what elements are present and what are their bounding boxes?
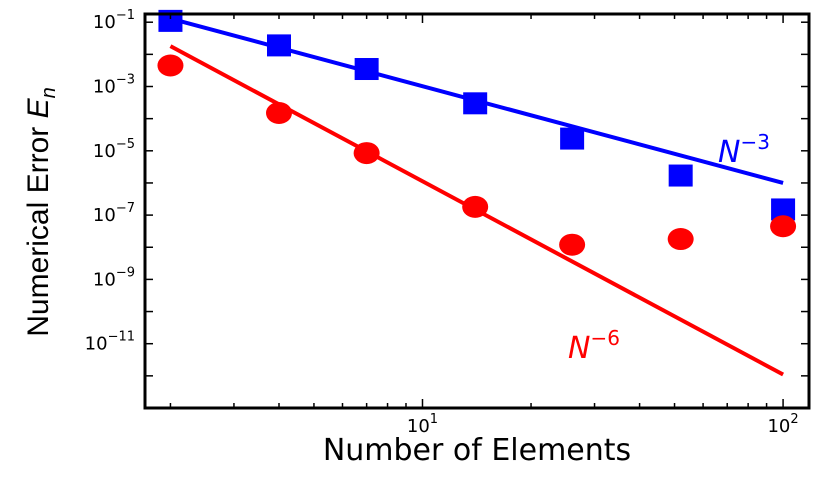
plot-frame (143, 12, 811, 410)
y-axis-label-text: Numerical Error (22, 118, 55, 336)
red-circle-point (770, 215, 797, 238)
y-tick-label-exp: −7 (116, 201, 135, 216)
x-axis-label: Number of Elements (323, 433, 631, 468)
blue-square-point (354, 58, 379, 81)
blue-square-point (463, 92, 488, 115)
blue-square-point (771, 198, 796, 221)
red-circle-point (667, 228, 694, 251)
blue-square-point (266, 34, 291, 57)
x-tick-label: 101 (407, 412, 438, 437)
y-tick-label: 10−11 (85, 330, 135, 355)
annotation-n-3: N−3 (718, 130, 770, 170)
red-circle-point (157, 54, 184, 77)
red-circle-point (265, 101, 292, 124)
y-tick-label-exp: −1 (116, 8, 135, 23)
y-tick-label-base: 10 (85, 334, 108, 355)
x-tick-label-base: 10 (407, 416, 430, 437)
annotation-n-6: N−6 (568, 326, 620, 366)
y-tick-label-base: 10 (93, 205, 116, 226)
annotation-n-3-exp: −3 (740, 130, 769, 154)
red-circle-point (462, 195, 489, 218)
y-tick-label-exp: −5 (116, 137, 135, 152)
y-tick-label: 10−1 (93, 8, 135, 33)
y-axis-label-subscript: n (38, 87, 60, 98)
annotation-n-3-base: N (718, 135, 740, 170)
y-tick-label: 10−9 (93, 265, 135, 290)
y-tick-label: 10−5 (93, 137, 135, 162)
annotation-n-6-exp: −6 (590, 326, 619, 350)
y-axis-label-symbol: E (22, 97, 55, 118)
y-tick-label-base: 10 (93, 77, 116, 98)
x-tick-label-exp: 1 (430, 412, 438, 427)
x-tick-label-base: 10 (767, 416, 790, 437)
y-axis-label: Numerical Error En (22, 87, 60, 337)
blue-square-point (668, 164, 693, 187)
annotation-n-6-base: N (568, 331, 590, 366)
y-tick-label-base: 10 (93, 269, 116, 290)
red-circle-point (559, 233, 586, 256)
blue-square-point (560, 127, 585, 150)
y-tick-label-base: 10 (93, 141, 116, 162)
y-tick-label: 10−3 (93, 73, 135, 98)
y-tick-label-base: 10 (93, 12, 116, 33)
x-tick-label: 102 (767, 412, 798, 437)
y-tick-label-exp: −3 (116, 73, 135, 88)
red-circle-point (353, 142, 380, 165)
y-tick-label-exp: −11 (108, 330, 135, 345)
y-tick-label: 10−7 (93, 201, 135, 226)
x-tick-label-exp: 2 (790, 412, 798, 427)
y-tick-label-exp: −9 (116, 265, 135, 280)
